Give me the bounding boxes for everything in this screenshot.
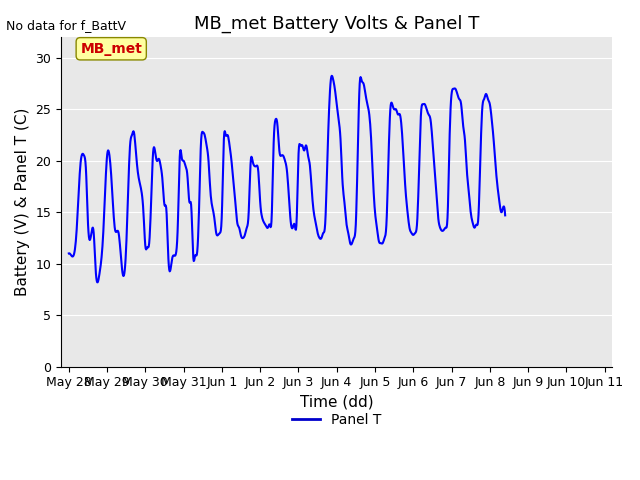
Title: MB_met Battery Volts & Panel T: MB_met Battery Volts & Panel T xyxy=(194,15,479,33)
X-axis label: Time (dd): Time (dd) xyxy=(300,395,374,410)
Text: MB_met: MB_met xyxy=(80,42,142,56)
Text: No data for f_BattV: No data for f_BattV xyxy=(6,19,127,32)
Y-axis label: Battery (V) & Panel T (C): Battery (V) & Panel T (C) xyxy=(15,108,30,296)
Legend: Panel T: Panel T xyxy=(287,407,387,432)
